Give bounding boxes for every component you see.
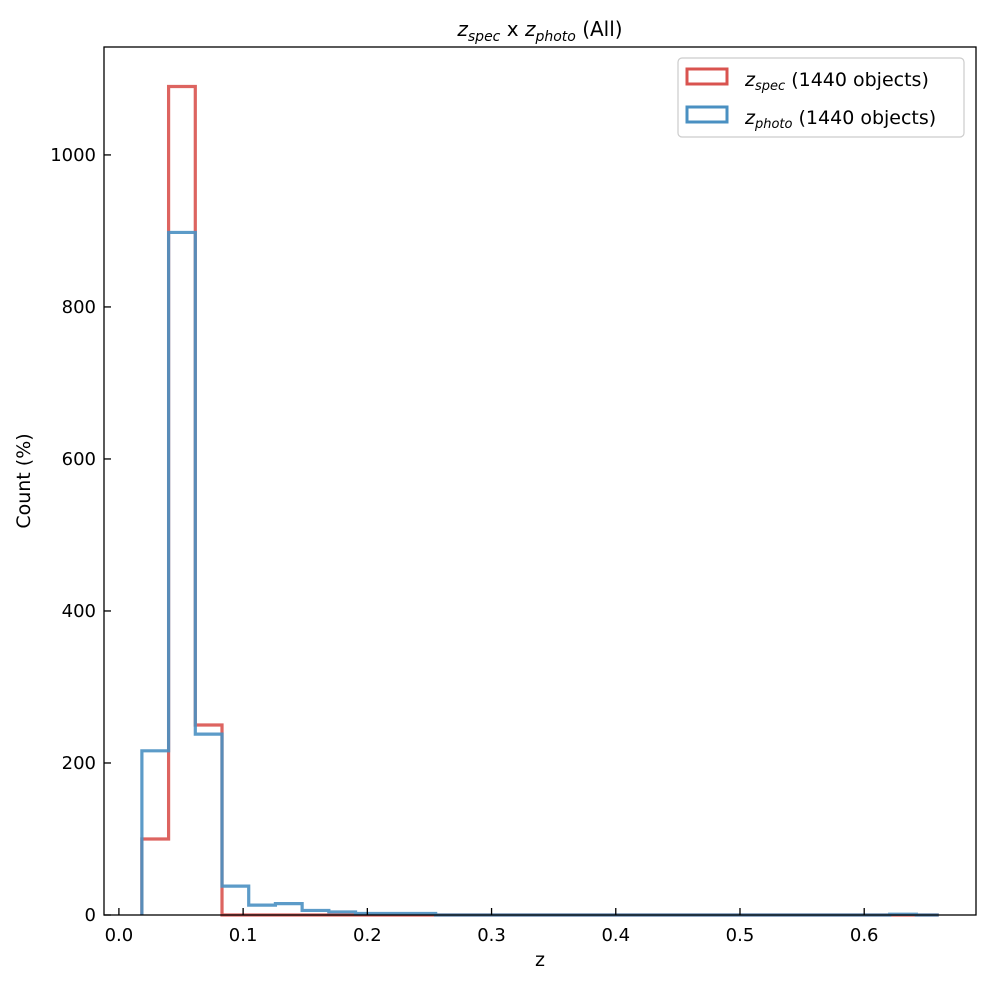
y-tick-label: 200 — [62, 753, 96, 774]
x-axis-label: z — [535, 949, 545, 971]
series-spec-outline — [140, 84, 939, 917]
y-axis-label: Count (%) — [13, 433, 35, 528]
plot-frame — [103, 46, 977, 916]
x-tick-label: 0.2 — [353, 925, 382, 946]
legend: zspec (1440 objects) zphoto (1440 object… — [677, 57, 965, 138]
y-tick-label: 0 — [85, 905, 96, 926]
x-tick-label: 0.6 — [850, 925, 879, 946]
legend-frame — [677, 57, 965, 138]
legend-label-photo: zphoto (1440 objects) — [744, 107, 936, 132]
x-tick-label: 0.5 — [726, 925, 755, 946]
x-tick-label: 0.3 — [477, 925, 506, 946]
legend-swatch-spec — [685, 67, 729, 86]
x-tick-label: 0.0 — [105, 925, 134, 946]
y-tick-label: 400 — [62, 601, 96, 622]
x-tick-label: 0.1 — [229, 925, 258, 946]
legend-swatch-photo — [685, 105, 729, 124]
legend-label-spec: zspec (1440 objects) — [744, 69, 929, 94]
series-layer — [140, 84, 939, 917]
series-photo-outline — [140, 230, 939, 917]
chart-title: zspec x zphoto (All) — [456, 17, 622, 45]
y-tick-label: 600 — [62, 449, 96, 470]
x-tick-label: 0.4 — [601, 925, 630, 946]
x-axis: 0.0 0.1 0.2 0.3 0.4 0.5 0.6 — [105, 908, 879, 946]
y-tick-label: 1000 — [50, 145, 96, 166]
y-tick-label: 800 — [62, 297, 96, 318]
y-axis: 0 200 400 600 800 1000 — [50, 145, 111, 926]
